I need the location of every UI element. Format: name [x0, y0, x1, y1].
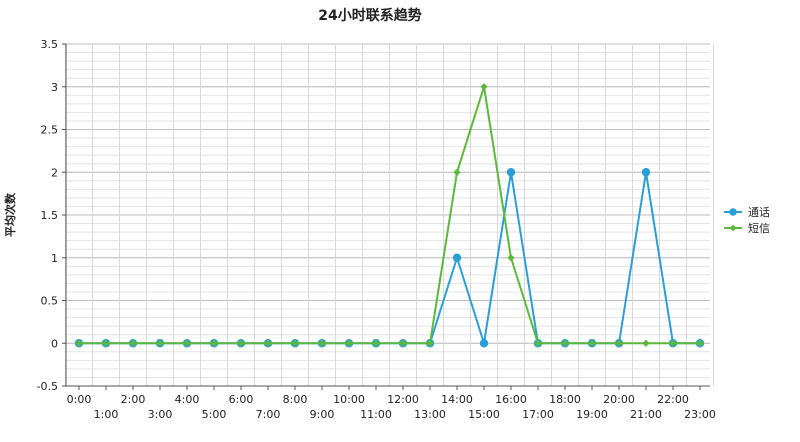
data-point [588, 339, 596, 347]
x-tick-label: 17:00 [522, 408, 554, 421]
chart-title: 24小时联系趋势 [318, 7, 421, 24]
x-tick-label: 6:00 [229, 393, 254, 406]
data-point [183, 339, 191, 347]
data-point [534, 339, 542, 347]
x-tick-label: 23:00 [684, 408, 716, 421]
y-tick-label: 0.5 [41, 295, 59, 308]
data-point [561, 339, 569, 347]
x-tick-label: 15:00 [468, 408, 500, 421]
y-tick-label: 3.5 [41, 38, 59, 51]
y-tick-label: -0.5 [37, 380, 58, 393]
data-point [506, 168, 516, 177]
x-tick-label: 7:00 [256, 408, 281, 421]
x-tick-label: 5:00 [202, 408, 227, 421]
y-axis-label: 平均次数 [3, 192, 17, 237]
data-point [453, 168, 461, 176]
data-point [318, 339, 326, 347]
y-tick-label: 0 [51, 337, 58, 350]
x-tick-label: 13:00 [414, 408, 446, 421]
data-point [291, 339, 299, 347]
y-tick-label: 2 [51, 166, 58, 179]
data-point [615, 339, 623, 347]
data-point [129, 339, 137, 347]
data-point [642, 339, 650, 347]
data-point [426, 339, 434, 347]
y-tick-label: 1.5 [41, 209, 59, 222]
x-tick-label: 19:00 [576, 408, 608, 421]
data-point [372, 339, 380, 347]
series-line-2 [79, 85, 700, 345]
x-tick-label: 14:00 [441, 393, 473, 406]
data-point [507, 254, 515, 262]
x-tick-label: 4:00 [175, 393, 200, 406]
series [74, 83, 705, 348]
x-tick-label: 2:00 [121, 393, 146, 406]
x-tick-label: 11:00 [360, 408, 392, 421]
x-tick-label: 1:00 [94, 408, 119, 421]
data-point [641, 168, 651, 177]
legend-label: 通话 [748, 206, 770, 219]
y-tick-label: 3 [51, 81, 58, 94]
x-tick-label: 3:00 [148, 408, 173, 421]
legend-label: 短信 [748, 221, 770, 235]
data-point [399, 339, 407, 347]
axes: -0.5 0 0.5 1 1.5 2 2.5 3 3.5 0:001:002:003:004:00… [37, 38, 716, 421]
x-tick-label: 10:00 [333, 393, 365, 406]
x-tick-label: 0:00 [67, 393, 92, 406]
grid [65, 43, 714, 387]
x-tick-label: 20:00 [603, 393, 635, 406]
data-point [669, 339, 677, 347]
y-tick-label: 1 [51, 252, 58, 265]
x-tick-label: 8:00 [283, 393, 308, 406]
legend-marker [729, 208, 737, 216]
data-point [75, 339, 83, 347]
x-tick-label: 16:00 [495, 393, 527, 406]
data-point [210, 339, 218, 347]
x-tick-label: 21:00 [630, 408, 662, 421]
x-tick-label: 18:00 [549, 393, 581, 406]
data-point [480, 83, 488, 91]
x-tick-label: 9:00 [310, 408, 335, 421]
data-point [696, 339, 704, 347]
y-tick-label: 2.5 [41, 124, 59, 137]
data-point [237, 339, 245, 347]
legend-marker [729, 224, 737, 232]
data-point [156, 339, 164, 347]
x-tick-label: 12:00 [387, 393, 419, 406]
data-point [264, 339, 272, 347]
data-point [452, 253, 462, 262]
data-point [102, 339, 110, 347]
x-tick-label: 22:00 [657, 393, 689, 406]
data-point [345, 339, 353, 347]
data-point [479, 339, 489, 348]
